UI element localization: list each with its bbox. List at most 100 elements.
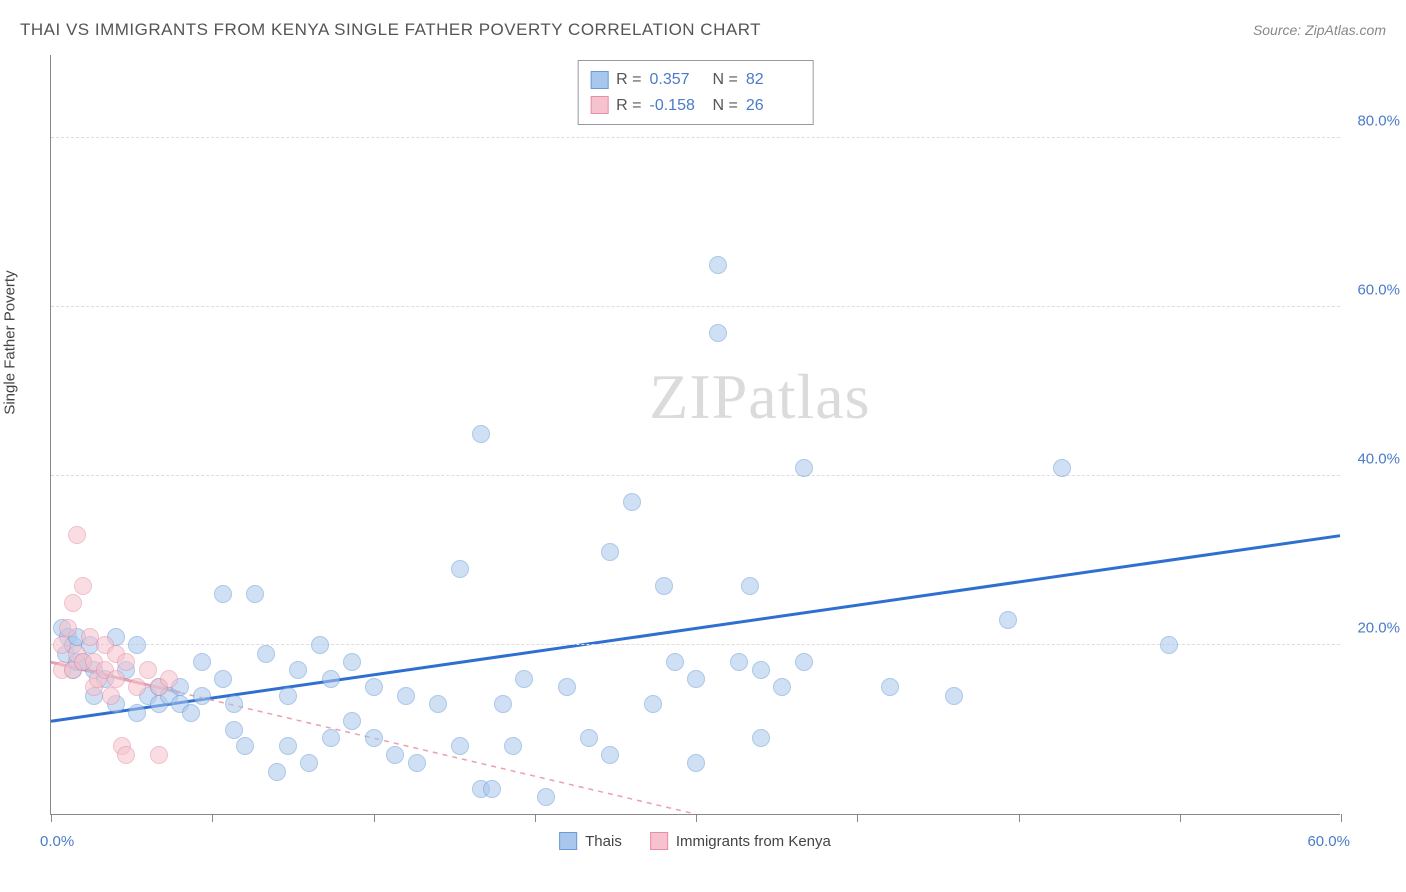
n-value: 82: [746, 67, 801, 93]
data-point: [687, 670, 705, 688]
data-point: [881, 678, 899, 696]
legend-swatch: [590, 96, 608, 114]
data-point: [160, 670, 178, 688]
data-point: [128, 636, 146, 654]
data-point: [709, 324, 727, 342]
gridline: [51, 306, 1340, 307]
n-label: N =: [713, 93, 738, 119]
data-point: [117, 746, 135, 764]
data-point: [64, 594, 82, 612]
data-point: [741, 577, 759, 595]
x-axis-min-label: 0.0%: [40, 833, 74, 850]
r-value: 0.357: [650, 67, 705, 93]
data-point: [537, 788, 555, 806]
data-point: [139, 661, 157, 679]
data-point: [795, 653, 813, 671]
legend-swatch: [559, 832, 577, 850]
data-point: [182, 704, 200, 722]
data-point: [322, 670, 340, 688]
data-point: [1160, 636, 1178, 654]
x-tick: [696, 814, 697, 822]
legend-swatch: [650, 832, 668, 850]
data-point: [68, 526, 86, 544]
correlation-legend: R =0.357N =82R =-0.158N =26: [577, 60, 814, 125]
data-point: [300, 754, 318, 772]
data-point: [322, 729, 340, 747]
x-tick: [535, 814, 536, 822]
x-axis-max-label: 60.0%: [1307, 833, 1350, 850]
y-tick-label: 40.0%: [1357, 451, 1400, 468]
legend-label: Thais: [585, 833, 622, 850]
data-point: [279, 737, 297, 755]
data-point: [343, 712, 361, 730]
legend-item: Immigrants from Kenya: [650, 832, 831, 850]
data-point: [279, 687, 297, 705]
data-point: [236, 737, 254, 755]
r-value: -0.158: [650, 93, 705, 119]
data-point: [386, 746, 404, 764]
data-point: [225, 721, 243, 739]
r-label: R =: [616, 67, 641, 93]
data-point: [1053, 459, 1071, 477]
data-point: [214, 670, 232, 688]
data-point: [451, 560, 469, 578]
x-tick: [212, 814, 213, 822]
y-tick-label: 60.0%: [1357, 282, 1400, 299]
plot-area: ZIPatlas R =0.357N =82R =-0.158N =26 20.…: [50, 55, 1340, 815]
data-point: [494, 695, 512, 713]
data-point: [601, 543, 619, 561]
data-point: [193, 687, 211, 705]
data-point: [687, 754, 705, 772]
legend-swatch: [590, 71, 608, 89]
source-attribution: Source: ZipAtlas.com: [1253, 22, 1386, 38]
y-tick-label: 80.0%: [1357, 113, 1400, 130]
data-point: [999, 611, 1017, 629]
trend-lines: [51, 55, 1340, 814]
data-point: [289, 661, 307, 679]
y-axis-title: Single Father Poverty: [2, 270, 19, 414]
data-point: [558, 678, 576, 696]
data-point: [666, 653, 684, 671]
x-tick: [1341, 814, 1342, 822]
data-point: [752, 729, 770, 747]
data-point: [150, 746, 168, 764]
data-point: [429, 695, 447, 713]
data-point: [709, 256, 727, 274]
data-point: [644, 695, 662, 713]
data-point: [246, 585, 264, 603]
data-point: [193, 653, 211, 671]
chart-title: THAI VS IMMIGRANTS FROM KENYA SINGLE FAT…: [20, 20, 761, 40]
r-label: R =: [616, 93, 641, 119]
data-point: [257, 645, 275, 663]
data-point: [515, 670, 533, 688]
data-point: [128, 704, 146, 722]
data-point: [451, 737, 469, 755]
n-label: N =: [713, 67, 738, 93]
data-point: [623, 493, 641, 511]
data-point: [472, 425, 490, 443]
gridline: [51, 475, 1340, 476]
data-point: [397, 687, 415, 705]
legend-label: Immigrants from Kenya: [676, 833, 831, 850]
data-point: [945, 687, 963, 705]
data-point: [655, 577, 673, 595]
data-point: [268, 763, 286, 781]
x-tick: [1180, 814, 1181, 822]
data-point: [795, 459, 813, 477]
data-point: [343, 653, 361, 671]
x-tick: [374, 814, 375, 822]
data-point: [74, 577, 92, 595]
data-point: [504, 737, 522, 755]
data-point: [365, 678, 383, 696]
data-point: [102, 687, 120, 705]
watermark: ZIPatlas: [649, 360, 870, 434]
data-point: [107, 670, 125, 688]
data-point: [365, 729, 383, 747]
data-point: [128, 678, 146, 696]
data-point: [773, 678, 791, 696]
data-point: [730, 653, 748, 671]
x-tick: [857, 814, 858, 822]
data-point: [408, 754, 426, 772]
data-point: [225, 695, 243, 713]
gridline: [51, 644, 1340, 645]
